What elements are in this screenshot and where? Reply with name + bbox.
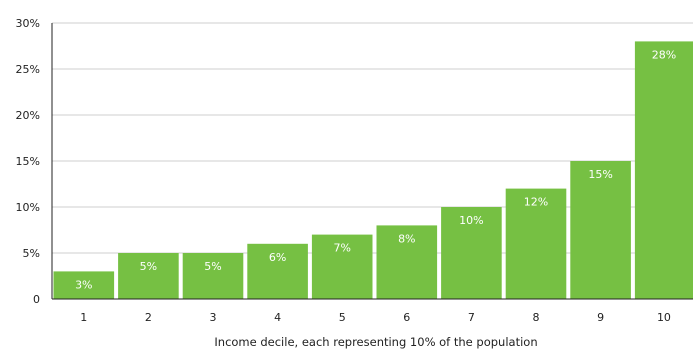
x-tick-label: 4 bbox=[274, 311, 281, 324]
y-tick-label: 25% bbox=[16, 63, 40, 76]
bar bbox=[505, 188, 567, 299]
y-tick-label: 0 bbox=[33, 293, 40, 306]
bar bbox=[53, 271, 115, 299]
y-tick-label: 5% bbox=[23, 247, 40, 260]
bar bbox=[118, 253, 179, 299]
bar-data-label: 6% bbox=[269, 251, 286, 264]
bar bbox=[247, 243, 308, 299]
x-tick-label: 3 bbox=[210, 311, 217, 324]
bar-data-label: 8% bbox=[398, 232, 415, 245]
x-tick-label: 2 bbox=[145, 311, 152, 324]
bar-data-label: 28% bbox=[652, 48, 676, 61]
x-tick-label: 8 bbox=[533, 311, 540, 324]
bar bbox=[311, 234, 373, 299]
bar-data-label: 3% bbox=[75, 278, 92, 291]
y-tick-label: 30% bbox=[16, 17, 40, 30]
bar bbox=[634, 41, 693, 300]
x-axis-ticks: 1 2 3 4 5 6 7 8 9 10 bbox=[80, 311, 671, 324]
bar bbox=[570, 161, 631, 299]
bars bbox=[53, 41, 693, 300]
data-labels: 3% 5% 5% 6% 7% 8% 10% 12% 15% 28% bbox=[75, 48, 676, 291]
y-tick-label: 10% bbox=[16, 201, 40, 214]
bar-data-label: 15% bbox=[588, 168, 612, 181]
bar bbox=[441, 207, 502, 299]
bar-data-label: 10% bbox=[459, 214, 483, 227]
x-tick-label: 10 bbox=[657, 311, 671, 324]
bar bbox=[182, 253, 244, 299]
bar-data-label: 5% bbox=[204, 260, 221, 273]
bar-data-label: 7% bbox=[333, 242, 350, 255]
x-tick-label: 5 bbox=[339, 311, 346, 324]
x-tick-label: 6 bbox=[403, 311, 410, 324]
y-tick-label: 20% bbox=[16, 109, 40, 122]
x-tick-label: 7 bbox=[468, 311, 475, 324]
x-tick-label: 1 bbox=[80, 311, 87, 324]
x-tick-label: 9 bbox=[597, 311, 604, 324]
bar-data-label: 12% bbox=[524, 196, 548, 209]
bar bbox=[376, 225, 438, 299]
y-axis-ticks: 0 5% 10% 15% 20% 25% 30% bbox=[16, 17, 40, 306]
x-axis-title: Income decile, each representing 10% of … bbox=[214, 335, 537, 349]
y-tick-label: 15% bbox=[16, 155, 40, 168]
bar-data-label: 5% bbox=[140, 260, 157, 273]
